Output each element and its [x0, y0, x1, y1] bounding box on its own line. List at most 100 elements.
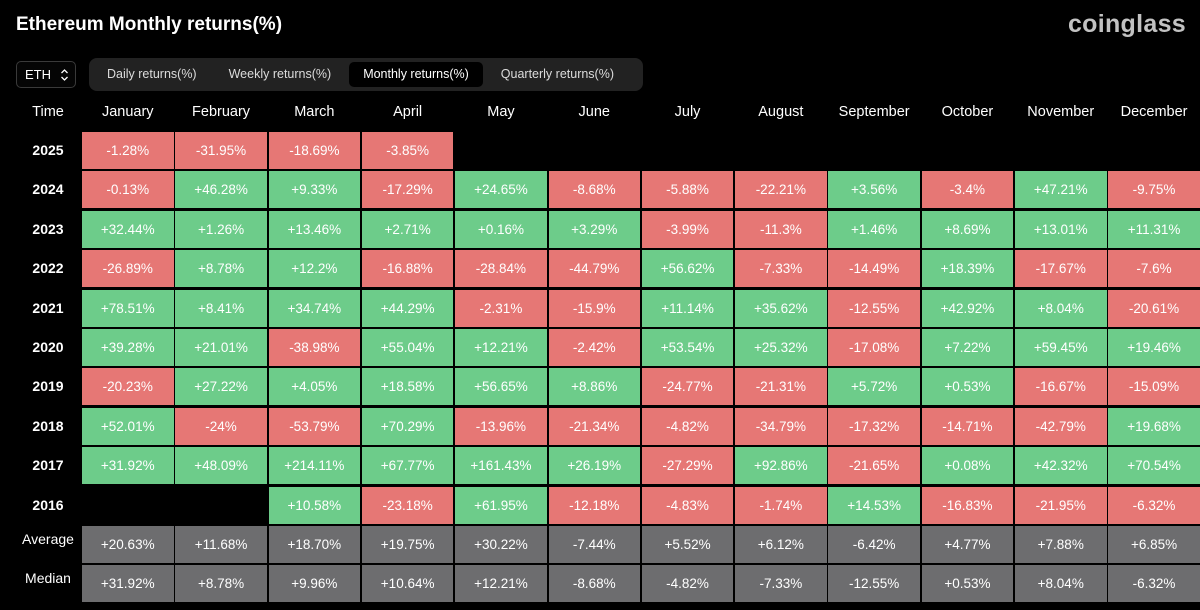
return-2024-may: +24.65%	[455, 171, 547, 209]
year-label-2020: 2020	[32, 339, 64, 355]
return-2021-january: +78.51%	[82, 289, 174, 327]
return-2017-june: +26.19%	[548, 447, 640, 485]
coinglass-logo: coinglass	[1067, 10, 1186, 38]
return-2025-march: -18.69%	[268, 132, 361, 169]
return-2020-september: -17.08%	[828, 329, 920, 366]
average-march: +18.70%	[268, 526, 361, 563]
return-2023-june: +3.29%	[548, 210, 640, 248]
page-title: Ethereum Monthly returns(%)	[16, 14, 283, 35]
return-2019-january: -20.23%	[82, 368, 174, 406]
return-2019-march: +4.05%	[268, 368, 361, 406]
tab-monthly-returns[interactable]: Monthly returns(%)	[349, 62, 483, 87]
month-header-october: October	[941, 104, 994, 120]
return-2016-december: -6.32%	[1108, 486, 1200, 524]
return-2018-february: -24%	[175, 407, 267, 445]
median-march: +9.96%	[268, 565, 361, 603]
returns-period-tabs: Daily returns(%) Weekly returns(%) Month…	[89, 58, 643, 91]
return-2021-september: -12.55%	[828, 289, 920, 327]
return-2016-april: -23.18%	[361, 486, 454, 524]
return-2018-june: -21.34%	[548, 407, 640, 445]
average-november: +7.88%	[1015, 526, 1107, 563]
stat-label-median: Median	[25, 570, 71, 587]
median-may: +12.21%	[455, 565, 547, 603]
average-july: +5.52%	[641, 526, 734, 563]
return-2021-november: +8.04%	[1015, 289, 1107, 327]
month-header-november: November	[1027, 104, 1095, 120]
month-header-february: February	[192, 104, 251, 120]
year-label-2021: 2021	[32, 299, 64, 316]
return-2019-july: -24.77%	[641, 368, 734, 406]
return-2023-march: +13.46%	[268, 210, 361, 248]
return-2019-february: +27.22%	[175, 368, 267, 406]
month-header-august: August	[758, 104, 804, 120]
return-2023-october: +8.69%	[921, 210, 1014, 248]
return-2017-september: -21.65%	[828, 447, 920, 485]
year-label-2018: 2018	[32, 417, 64, 434]
return-2020-march: -38.98%	[268, 329, 361, 366]
return-2019-april: +18.58%	[361, 368, 454, 406]
return-2017-april: +67.77%	[361, 447, 454, 485]
return-2021-december: -20.61%	[1108, 289, 1200, 327]
return-2022-january: -26.89%	[82, 250, 174, 288]
average-april: +19.75%	[361, 526, 454, 563]
return-2016-june: -12.18%	[548, 486, 640, 524]
tab-weekly-returns[interactable]: Weekly returns(%)	[228, 67, 332, 81]
asset-select[interactable]: ETH	[16, 61, 76, 88]
return-2023-november: +13.01%	[1015, 210, 1107, 248]
return-2019-may: +56.65%	[455, 368, 547, 406]
year-label-2024: 2024	[32, 181, 64, 198]
return-2020-august: +25.32%	[735, 329, 827, 366]
average-june: -7.44%	[548, 526, 640, 563]
return-2016-july: -4.83%	[641, 486, 734, 524]
return-2017-march: +214.11%	[268, 447, 361, 485]
return-2022-may: -28.84%	[455, 250, 547, 288]
return-2019-october: +0.53%	[921, 368, 1014, 406]
year-label-2017: 2017	[32, 457, 64, 474]
return-2018-august: -34.79%	[735, 407, 827, 445]
month-header-march: March	[294, 104, 335, 120]
return-2021-april: +44.29%	[361, 289, 454, 327]
return-2024-april: -17.29%	[361, 171, 454, 209]
month-header-july: July	[674, 104, 701, 120]
return-2023-september: +1.46%	[828, 210, 920, 248]
year-label-2022: 2022	[32, 260, 64, 277]
return-2020-october: +7.22%	[921, 329, 1014, 366]
return-2024-october: -3.4%	[921, 171, 1014, 209]
return-2021-july: +11.14%	[641, 289, 734, 327]
month-header-january: January	[101, 104, 154, 120]
return-2016-november: -21.95%	[1015, 486, 1107, 524]
return-2023-february: +1.26%	[175, 210, 267, 248]
return-2018-december: +19.68%	[1108, 407, 1200, 445]
return-2018-september: -17.32%	[828, 407, 920, 445]
return-2021-march: +34.74%	[268, 289, 361, 327]
chevron-up-down-icon	[60, 68, 69, 82]
median-august: -7.33%	[735, 565, 827, 603]
return-2021-october: +42.92%	[921, 289, 1014, 327]
return-2022-august: -7.33%	[735, 250, 827, 288]
return-2020-january: +39.28%	[82, 329, 174, 366]
tab-quarterly-returns[interactable]: Quarterly returns(%)	[500, 67, 615, 81]
median-february: +8.78%	[175, 565, 267, 603]
return-2019-december: -15.09%	[1108, 368, 1200, 406]
month-header-june: June	[578, 104, 610, 120]
return-2025-february: -31.95%	[175, 132, 267, 169]
return-2023-december: +11.31%	[1108, 210, 1200, 248]
median-november: +8.04%	[1015, 565, 1107, 603]
tab-daily-returns[interactable]: Daily returns(%)	[107, 67, 197, 81]
month-header-december: December	[1120, 104, 1188, 120]
return-2016-march: +10.58%	[268, 486, 361, 524]
median-june: -8.68%	[548, 565, 640, 603]
year-label-2025: 2025	[32, 142, 64, 158]
return-2019-september: +5.72%	[828, 368, 920, 406]
return-2024-march: +9.33%	[268, 171, 361, 209]
year-label-2016: 2016	[32, 496, 64, 513]
return-2024-september: +3.56%	[828, 171, 920, 209]
return-2022-march: +12.2%	[268, 250, 361, 288]
average-may: +30.22%	[455, 526, 547, 563]
return-2017-october: +0.08%	[921, 447, 1014, 485]
return-2025-january: -1.28%	[82, 132, 174, 169]
return-2018-july: -4.82%	[641, 407, 734, 445]
average-october: +4.77%	[921, 526, 1014, 563]
return-2025-april: -3.85%	[361, 132, 454, 169]
average-september: -6.42%	[828, 526, 920, 563]
